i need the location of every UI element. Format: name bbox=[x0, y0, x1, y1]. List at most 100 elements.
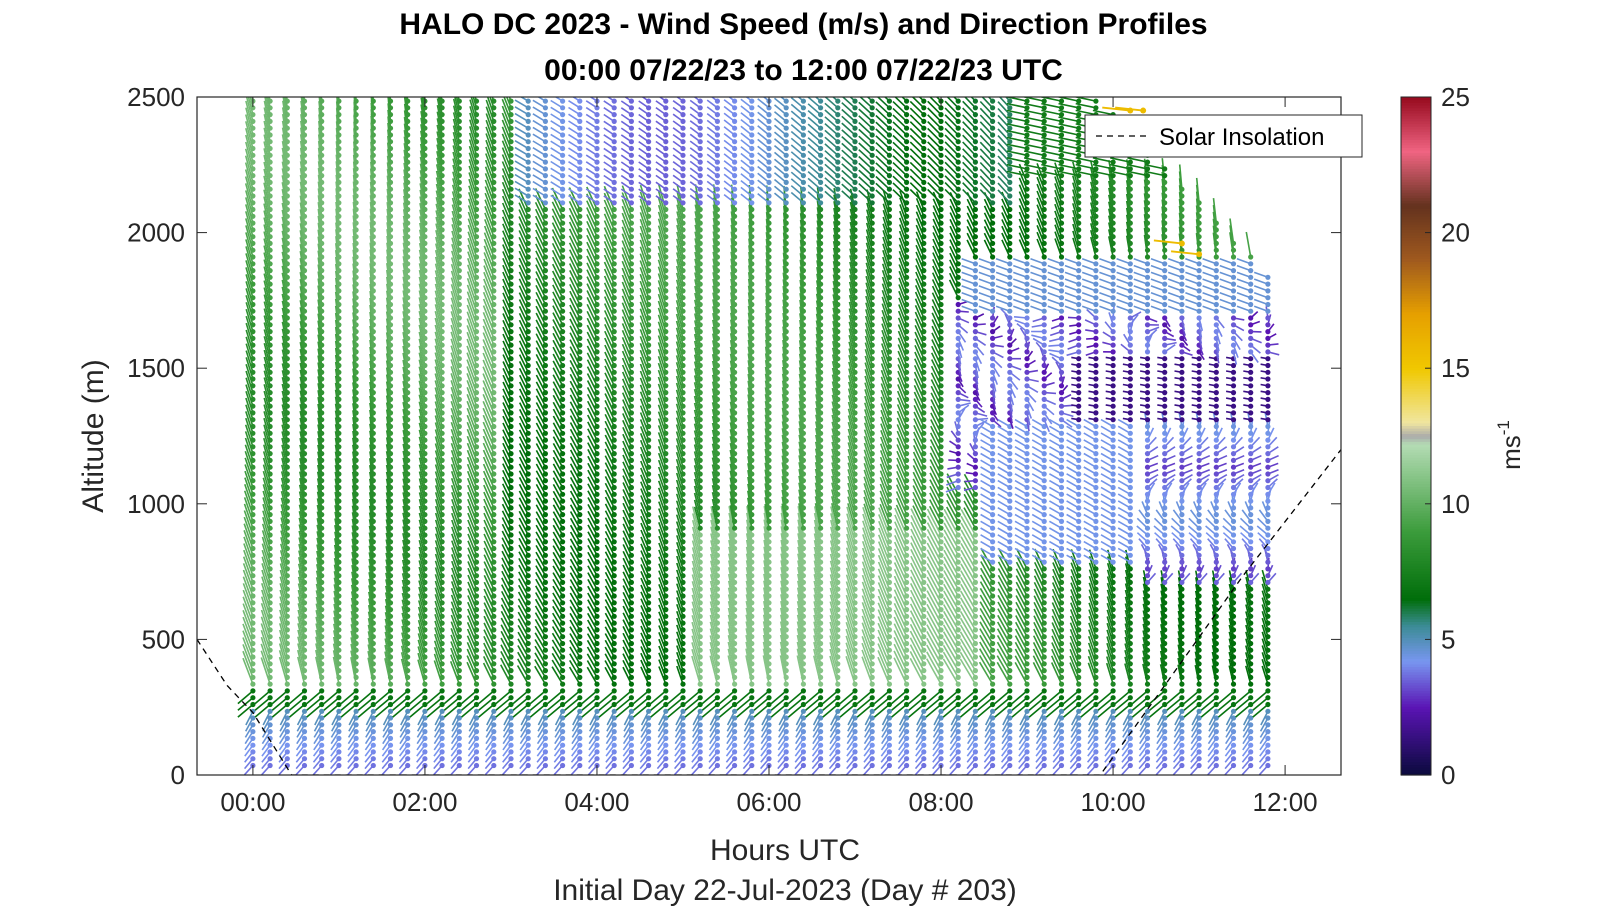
wind-barb-base bbox=[250, 545, 256, 552]
wind-barb-base bbox=[525, 701, 531, 708]
wind-barb-base bbox=[577, 654, 583, 660]
wind-barb-base bbox=[628, 640, 635, 647]
wind-barb-base bbox=[577, 532, 583, 538]
wind-barb-base bbox=[301, 112, 308, 118]
wind-barb bbox=[334, 424, 340, 447]
wind-barb-base bbox=[577, 390, 583, 396]
wind-barb-base bbox=[594, 186, 600, 192]
wind-barb-base bbox=[405, 444, 411, 450]
wind-barb-base bbox=[560, 301, 566, 308]
wind-barb-base bbox=[594, 403, 600, 409]
wind-barb-base bbox=[250, 376, 256, 382]
wind-barb-base bbox=[542, 295, 549, 301]
wind-barb bbox=[485, 153, 495, 176]
wind-barb-base bbox=[439, 227, 445, 233]
wind-barb-base bbox=[542, 701, 549, 708]
wind-barb-base bbox=[491, 220, 497, 226]
wind-barb-base bbox=[594, 661, 600, 667]
wind-barb bbox=[501, 557, 512, 577]
wind-barb-base bbox=[353, 105, 359, 111]
wind-barb-base bbox=[439, 471, 445, 477]
wind-barb bbox=[495, 690, 512, 705]
wind-barb-base bbox=[508, 674, 514, 681]
wind-barb-base bbox=[301, 552, 308, 558]
wind-barb-base bbox=[370, 342, 376, 348]
wind-barb bbox=[518, 361, 529, 380]
wind-barb-base bbox=[301, 491, 308, 497]
wind-barb bbox=[468, 172, 478, 197]
wind-barb-base bbox=[387, 729, 394, 735]
wind-barb bbox=[450, 471, 461, 495]
wind-barb bbox=[535, 565, 547, 583]
wind-barb bbox=[260, 616, 271, 644]
wind-barb-base bbox=[370, 247, 376, 253]
wind-barb bbox=[450, 277, 461, 305]
wind-barb bbox=[450, 478, 461, 502]
wind-barb-base bbox=[301, 451, 308, 457]
wind-barb-base bbox=[542, 268, 549, 274]
wind-barb bbox=[466, 470, 478, 495]
wind-barb-base bbox=[353, 329, 359, 335]
wind-barb bbox=[281, 383, 289, 407]
wind-barb-base bbox=[370, 329, 376, 335]
wind-barb bbox=[299, 478, 306, 502]
wind-barb bbox=[535, 490, 547, 509]
wind-barb bbox=[263, 210, 271, 237]
wind-barb-base bbox=[387, 227, 394, 233]
wind-barb bbox=[243, 543, 254, 570]
wind-barb-base bbox=[301, 511, 308, 518]
wind-barb-base bbox=[508, 105, 514, 111]
wind-barb-base bbox=[422, 525, 428, 531]
wind-barb-base bbox=[387, 620, 394, 626]
wind-barb-base bbox=[508, 600, 514, 606]
wind-barb bbox=[501, 537, 512, 556]
wind-barb-base bbox=[594, 647, 600, 653]
wind-barb bbox=[484, 173, 495, 197]
wind-barb bbox=[483, 498, 495, 522]
wind-barb-base bbox=[284, 234, 290, 240]
wind-barb bbox=[485, 106, 495, 129]
wind-barb bbox=[467, 491, 478, 515]
wind-barb-base bbox=[267, 593, 273, 599]
wind-barb-base bbox=[473, 484, 480, 491]
wind-barb-base bbox=[646, 200, 652, 206]
wind-barb bbox=[333, 544, 340, 570]
wind-barb-base bbox=[336, 640, 342, 647]
wind-barb-base bbox=[508, 281, 514, 287]
wind-barb-base bbox=[646, 261, 652, 267]
wind-barb-base bbox=[439, 464, 445, 470]
wind-barb-base bbox=[422, 403, 428, 409]
wind-barb-base bbox=[284, 722, 290, 728]
wind-barb-base bbox=[284, 437, 290, 443]
wind-barb-base bbox=[577, 200, 583, 206]
wind-barb-base bbox=[473, 349, 480, 355]
wind-barb-base bbox=[663, 756, 669, 762]
wind-barb-base bbox=[422, 722, 428, 728]
wind-barb-base bbox=[628, 125, 635, 131]
wind-barb bbox=[535, 271, 547, 292]
wind-barb-base bbox=[611, 607, 617, 613]
wind-barb-base bbox=[439, 315, 445, 321]
wind-barb-base bbox=[508, 152, 514, 158]
wind-barb bbox=[518, 195, 529, 217]
wind-barb-base bbox=[577, 145, 583, 152]
wind-profile-column bbox=[340, 97, 359, 775]
wind-barb bbox=[281, 349, 289, 373]
wind-barb-base bbox=[336, 532, 342, 538]
wind-barb-base bbox=[525, 559, 531, 565]
wind-barb bbox=[436, 131, 443, 156]
wind-barb-base bbox=[611, 729, 617, 735]
wind-barb-base bbox=[405, 756, 411, 762]
wind-barb bbox=[467, 526, 478, 549]
wind-barb-base bbox=[560, 735, 566, 742]
wind-barb-base bbox=[491, 173, 497, 179]
wind-barb-base bbox=[473, 620, 480, 626]
wind-barb-base bbox=[422, 715, 428, 721]
wind-barb-base bbox=[336, 729, 342, 735]
wind-barb bbox=[351, 532, 357, 556]
wind-barb-base bbox=[560, 417, 566, 423]
wind-barb-base bbox=[577, 423, 583, 430]
wind-barb bbox=[357, 703, 374, 718]
wind-barb-base bbox=[267, 518, 273, 525]
wind-barb-base bbox=[370, 735, 376, 742]
